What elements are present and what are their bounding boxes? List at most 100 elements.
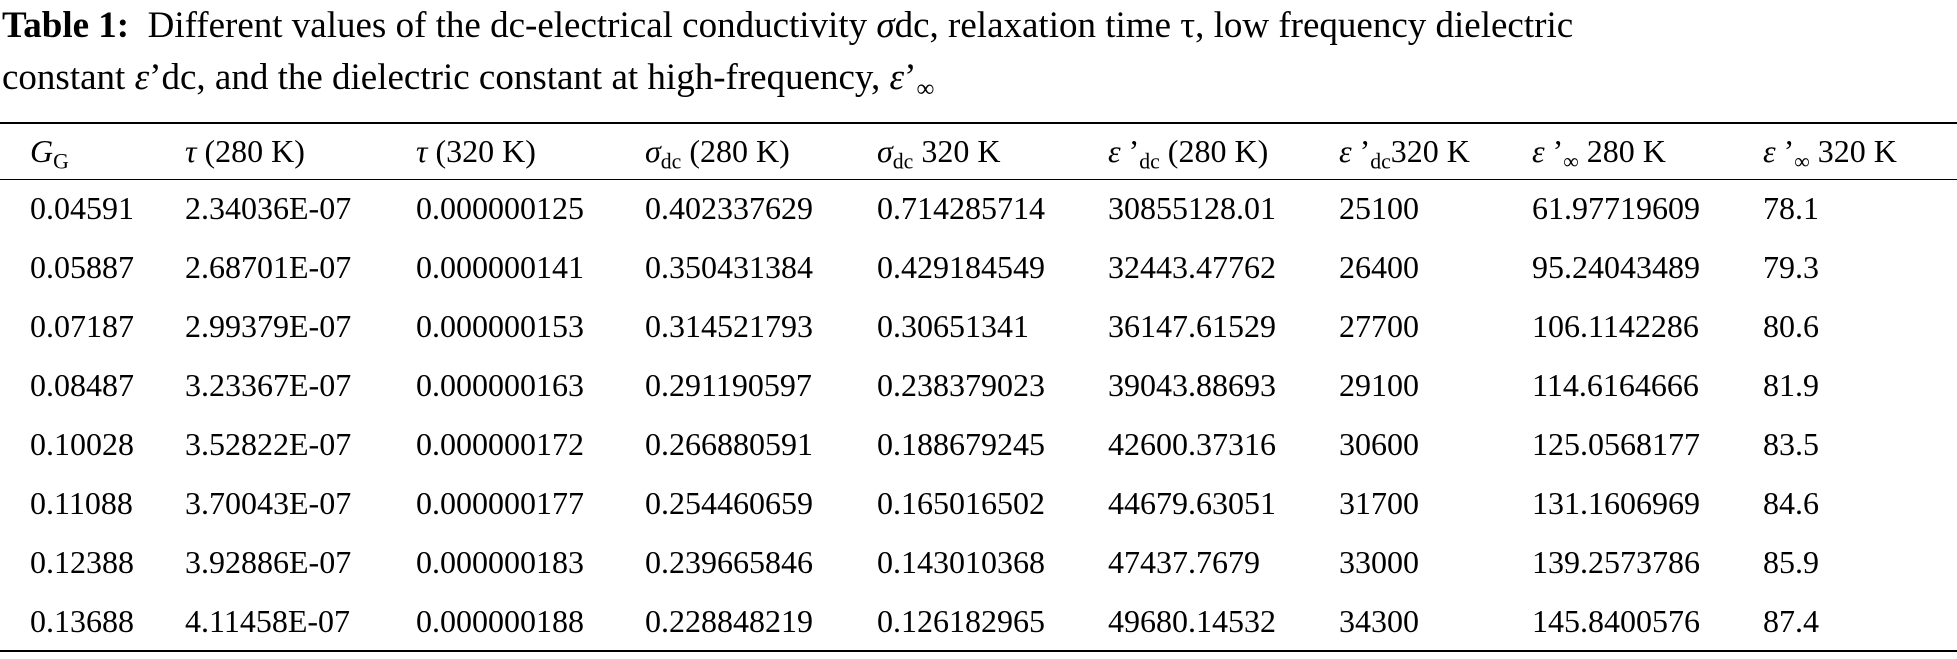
table-cell: 49680.14532 — [1108, 602, 1276, 639]
table-cell: 0.000000188 — [416, 602, 584, 639]
text-run: dc, relaxation time τ, low frequency die… — [894, 5, 1574, 46]
table-cell: 0.000000153 — [416, 308, 584, 344]
table-cell: 3.92886E-07 — [185, 544, 352, 580]
text-run: ’ — [1544, 132, 1564, 169]
table-row: 0.07187 2.99379E-07 0.000000153 0.314521793… — [0, 297, 1957, 356]
text-run: dc — [892, 149, 914, 174]
table-cell: 106.1142286 — [1532, 308, 1699, 344]
table-cell: 79.3 — [1763, 249, 1819, 285]
text-run: ε — [1532, 132, 1545, 169]
table-cell: 125.0568177 — [1532, 426, 1700, 462]
table-row: 0.11088 3.70043E-07 0.000000177 0.254460659… — [0, 474, 1957, 533]
table-cell: 30855128.01 — [1108, 190, 1276, 227]
table-cell: 2.68701E-07 — [185, 249, 352, 285]
table-cell: 32443.47762 — [1108, 249, 1276, 285]
text-run: ε — [1108, 132, 1121, 169]
caption-line: constant ε’dc, and the dielectric consta… — [2, 52, 1573, 104]
table-cell: 114.6164666 — [1532, 367, 1699, 403]
text-run: ’ — [904, 57, 917, 98]
text-run: Different values of the dc-electrical co… — [129, 5, 877, 46]
text-run: constant — [2, 57, 135, 98]
table-cell: 0.228848219 — [645, 602, 813, 639]
column-header: σdc 320 K — [877, 123, 1108, 179]
table-cell: 81.9 — [1763, 367, 1819, 403]
table-cell: 0.126182965 — [877, 602, 1045, 639]
text-run: σ — [645, 132, 661, 169]
text-run: 320 K — [913, 132, 1001, 169]
table-cell: 27700 — [1339, 308, 1419, 344]
data-table: GG τ (280 K) τ (320 K) σdc (280 K) σdc 320 K… — [0, 122, 1957, 652]
text-run: ε — [1339, 132, 1352, 169]
text-run: ’dc, and the dielectric constant at high… — [149, 57, 890, 98]
text-run: ’ — [1351, 132, 1371, 169]
table-cell: 0.402337629 — [645, 190, 813, 227]
table-cell: 0.238379023 — [877, 367, 1045, 403]
text-run: dc — [1370, 149, 1391, 174]
table-cell: 145.8400576 — [1532, 602, 1700, 639]
table-cell: 0.05887 — [30, 249, 134, 285]
text-run: (280 K) — [1159, 132, 1269, 169]
text-run: G — [53, 149, 69, 174]
column-header: ε ’∞ 280 K — [1532, 123, 1763, 179]
table-cell: 0.000000177 — [416, 485, 584, 521]
table-cell: 34300 — [1339, 602, 1419, 639]
table-cell: 0.291190597 — [645, 367, 812, 403]
text-run: (280 K) — [196, 132, 305, 169]
table-caption: Table 1: Different values of the dc-elec… — [2, 0, 1573, 104]
table-cell: 0.429184549 — [877, 249, 1045, 285]
table-cell: 85.9 — [1763, 544, 1819, 580]
table-row: 0.13688 4.11458E-07 0.000000188 0.228848219… — [0, 592, 1957, 651]
table-body: 0.04591 2.34036E-07 0.000000125 0.402337629… — [0, 179, 1957, 651]
table-cell: 84.6 — [1763, 485, 1819, 521]
table-cell: 0.04591 — [30, 190, 134, 227]
table-cell: 0.30651341 — [877, 308, 1029, 344]
table-cell: 0.350431384 — [645, 249, 813, 285]
table-cell: 80.6 — [1763, 308, 1819, 344]
table-cell: 3.23367E-07 — [185, 367, 352, 403]
text-run: τ — [185, 132, 197, 169]
text-run: ∞ — [1563, 149, 1579, 174]
text-run: ε — [1763, 132, 1776, 169]
table-cell: 0.12388 — [30, 544, 134, 580]
text-run: ’ — [1120, 132, 1140, 169]
column-header: ε ’dc (280 K) — [1108, 123, 1339, 179]
text-run: ’ — [1775, 132, 1795, 169]
table-cell: 0.266880591 — [645, 426, 813, 462]
header-row: GG τ (280 K) τ (320 K) σdc (280 K) σdc 320 K… — [0, 123, 1957, 179]
column-header: ε ’∞ 320 K — [1763, 123, 1957, 179]
text-run: 320 K — [1390, 132, 1470, 169]
table-cell: 0.000000172 — [416, 426, 584, 462]
table-cell: 78.1 — [1763, 190, 1819, 227]
table-cell: 0.000000125 — [416, 190, 584, 227]
text-run: ∞ — [1794, 149, 1810, 174]
column-header: σdc (280 K) — [645, 123, 877, 179]
table-cell: 0.165016502 — [877, 485, 1045, 521]
table-cell: 42600.37316 — [1108, 426, 1276, 462]
column-header: GG — [0, 123, 185, 179]
text-run: τ — [416, 132, 428, 169]
table-cell: 0.07187 — [30, 308, 134, 344]
table-cell: 31700 — [1339, 485, 1419, 521]
table-row: 0.08487 3.23367E-07 0.000000163 0.291190597… — [0, 356, 1957, 415]
table-row: 0.05887 2.68701E-07 0.000000141 0.350431384… — [0, 238, 1957, 297]
caption-line: Table 1: Different values of the dc-elec… — [2, 0, 1573, 52]
table-cell: 3.52822E-07 — [185, 426, 352, 462]
table-cell: 0.188679245 — [877, 426, 1045, 462]
table-cell: 33000 — [1339, 544, 1419, 580]
text-run: (320 K) — [427, 132, 536, 169]
text-run: dc — [1139, 149, 1160, 174]
table-cell: 26400 — [1339, 249, 1419, 285]
table-cell: 61.97719609 — [1532, 190, 1700, 227]
table-cell: 29100 — [1339, 367, 1419, 403]
table-cell: 4.11458E-07 — [185, 602, 351, 639]
table-cell: 0.239665846 — [645, 544, 813, 580]
table-cell: 0.000000141 — [416, 249, 584, 285]
table-row: 0.12388 3.92886E-07 0.000000183 0.239665846… — [0, 533, 1957, 592]
text-run: (280 K) — [681, 132, 790, 169]
table-cell: 87.4 — [1763, 602, 1819, 639]
column-header: τ (280 K) — [185, 123, 416, 179]
table-cell: 39043.88693 — [1108, 367, 1276, 403]
text-run: ∞ — [916, 75, 935, 103]
table-cell: 25100 — [1339, 190, 1419, 227]
